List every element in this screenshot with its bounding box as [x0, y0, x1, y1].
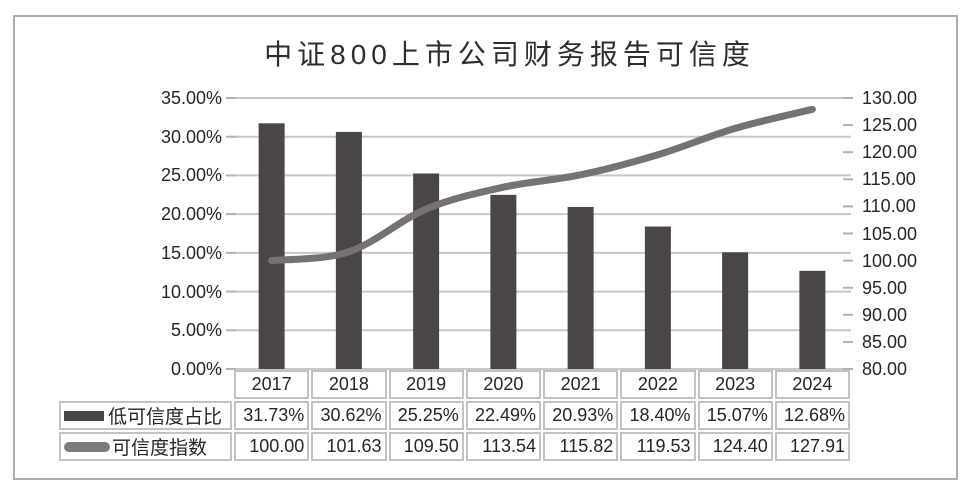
bar-2020: [490, 194, 517, 369]
value-cell: 115.82: [543, 432, 619, 461]
right-axis-tick-label: 95.00: [862, 278, 908, 298]
bar-2024: [799, 270, 826, 369]
value-cell: 20.93%: [543, 401, 619, 430]
value-cell: 109.50: [388, 432, 464, 461]
value-cell: 101.63: [311, 432, 387, 461]
left-axis-tick-label: 15.00%: [160, 243, 222, 263]
left-axis-tick-label: 25.00%: [160, 165, 222, 185]
value-cell: 31.73%: [234, 401, 310, 430]
year-header-cell: 2023: [697, 370, 773, 399]
bar-2017: [258, 123, 285, 369]
value-cell: 100.00: [234, 432, 310, 461]
year-header-cell: 2022: [620, 370, 696, 399]
data-table: 2017 2018 2019 2020 2021 2022 2023 2024 低可信度占比 31…: [58, 369, 851, 462]
right-axis-tick-label: 110.00: [862, 196, 916, 216]
line-legend-swatch: [64, 441, 110, 452]
value-cell: 119.53: [620, 432, 696, 461]
value-cell: 18.40%: [620, 401, 696, 430]
value-cell: 30.62%: [311, 401, 387, 430]
table-corner-blank: [59, 370, 232, 399]
value-cell: 113.54: [465, 432, 541, 461]
value-cell: 127.91: [774, 432, 850, 461]
year-header-cell: 2019: [388, 370, 464, 399]
value-cell: 22.49%: [465, 401, 541, 430]
bar-legend-swatch: [64, 410, 104, 421]
value-cell: 124.40: [697, 432, 773, 461]
bar-2021: [567, 206, 594, 369]
trend-line: [268, 105, 816, 265]
series-name: 可信度指数: [112, 438, 208, 459]
bar-2023: [722, 252, 749, 369]
right-axis-tick-label: 85.00: [862, 332, 908, 352]
year-header-cell: 2021: [543, 370, 619, 399]
right-axis-tick-label: 115.00: [862, 169, 916, 189]
right-axis-tick-label: 80.00: [862, 359, 908, 379]
year-header-cell: 2018: [311, 370, 387, 399]
year-header-cell: 2020: [465, 370, 541, 399]
value-cell: 12.68%: [774, 401, 850, 430]
left-axis-tick-label: 10.00%: [160, 282, 222, 302]
legend-cell-bar: 低可信度占比: [59, 401, 232, 430]
value-cell: 15.07%: [697, 401, 773, 430]
bar-2022: [644, 226, 671, 369]
left-axis-tick-label: 0.00%: [170, 359, 222, 379]
right-axis-tick-label: 125.00: [862, 115, 918, 135]
left-axis-tick-label: 5.00%: [170, 320, 222, 340]
value-cell: 25.25%: [388, 401, 464, 430]
chart-title: 中证800上市公司财务报告可信度: [264, 39, 755, 70]
year-header-cell: 2017: [234, 370, 310, 399]
left-axis-tick-label: 35.00%: [160, 88, 222, 108]
right-axis-tick-label: 90.00: [862, 305, 908, 325]
right-axis-tick-label: 130.00: [862, 88, 918, 108]
right-axis-tick-label: 120.00: [862, 142, 918, 162]
right-axis-tick-label: 100.00: [862, 251, 918, 271]
left-axis-tick-label: 20.00%: [160, 204, 222, 224]
series-name: 低可信度占比: [108, 407, 223, 428]
right-axis-tick-label: 105.00: [862, 224, 918, 244]
plot-area: [226, 97, 853, 370]
year-header-cell: 2024: [774, 370, 850, 399]
left-axis-tick-label: 30.00%: [160, 127, 222, 147]
legend-cell-line: 可信度指数: [59, 432, 232, 461]
